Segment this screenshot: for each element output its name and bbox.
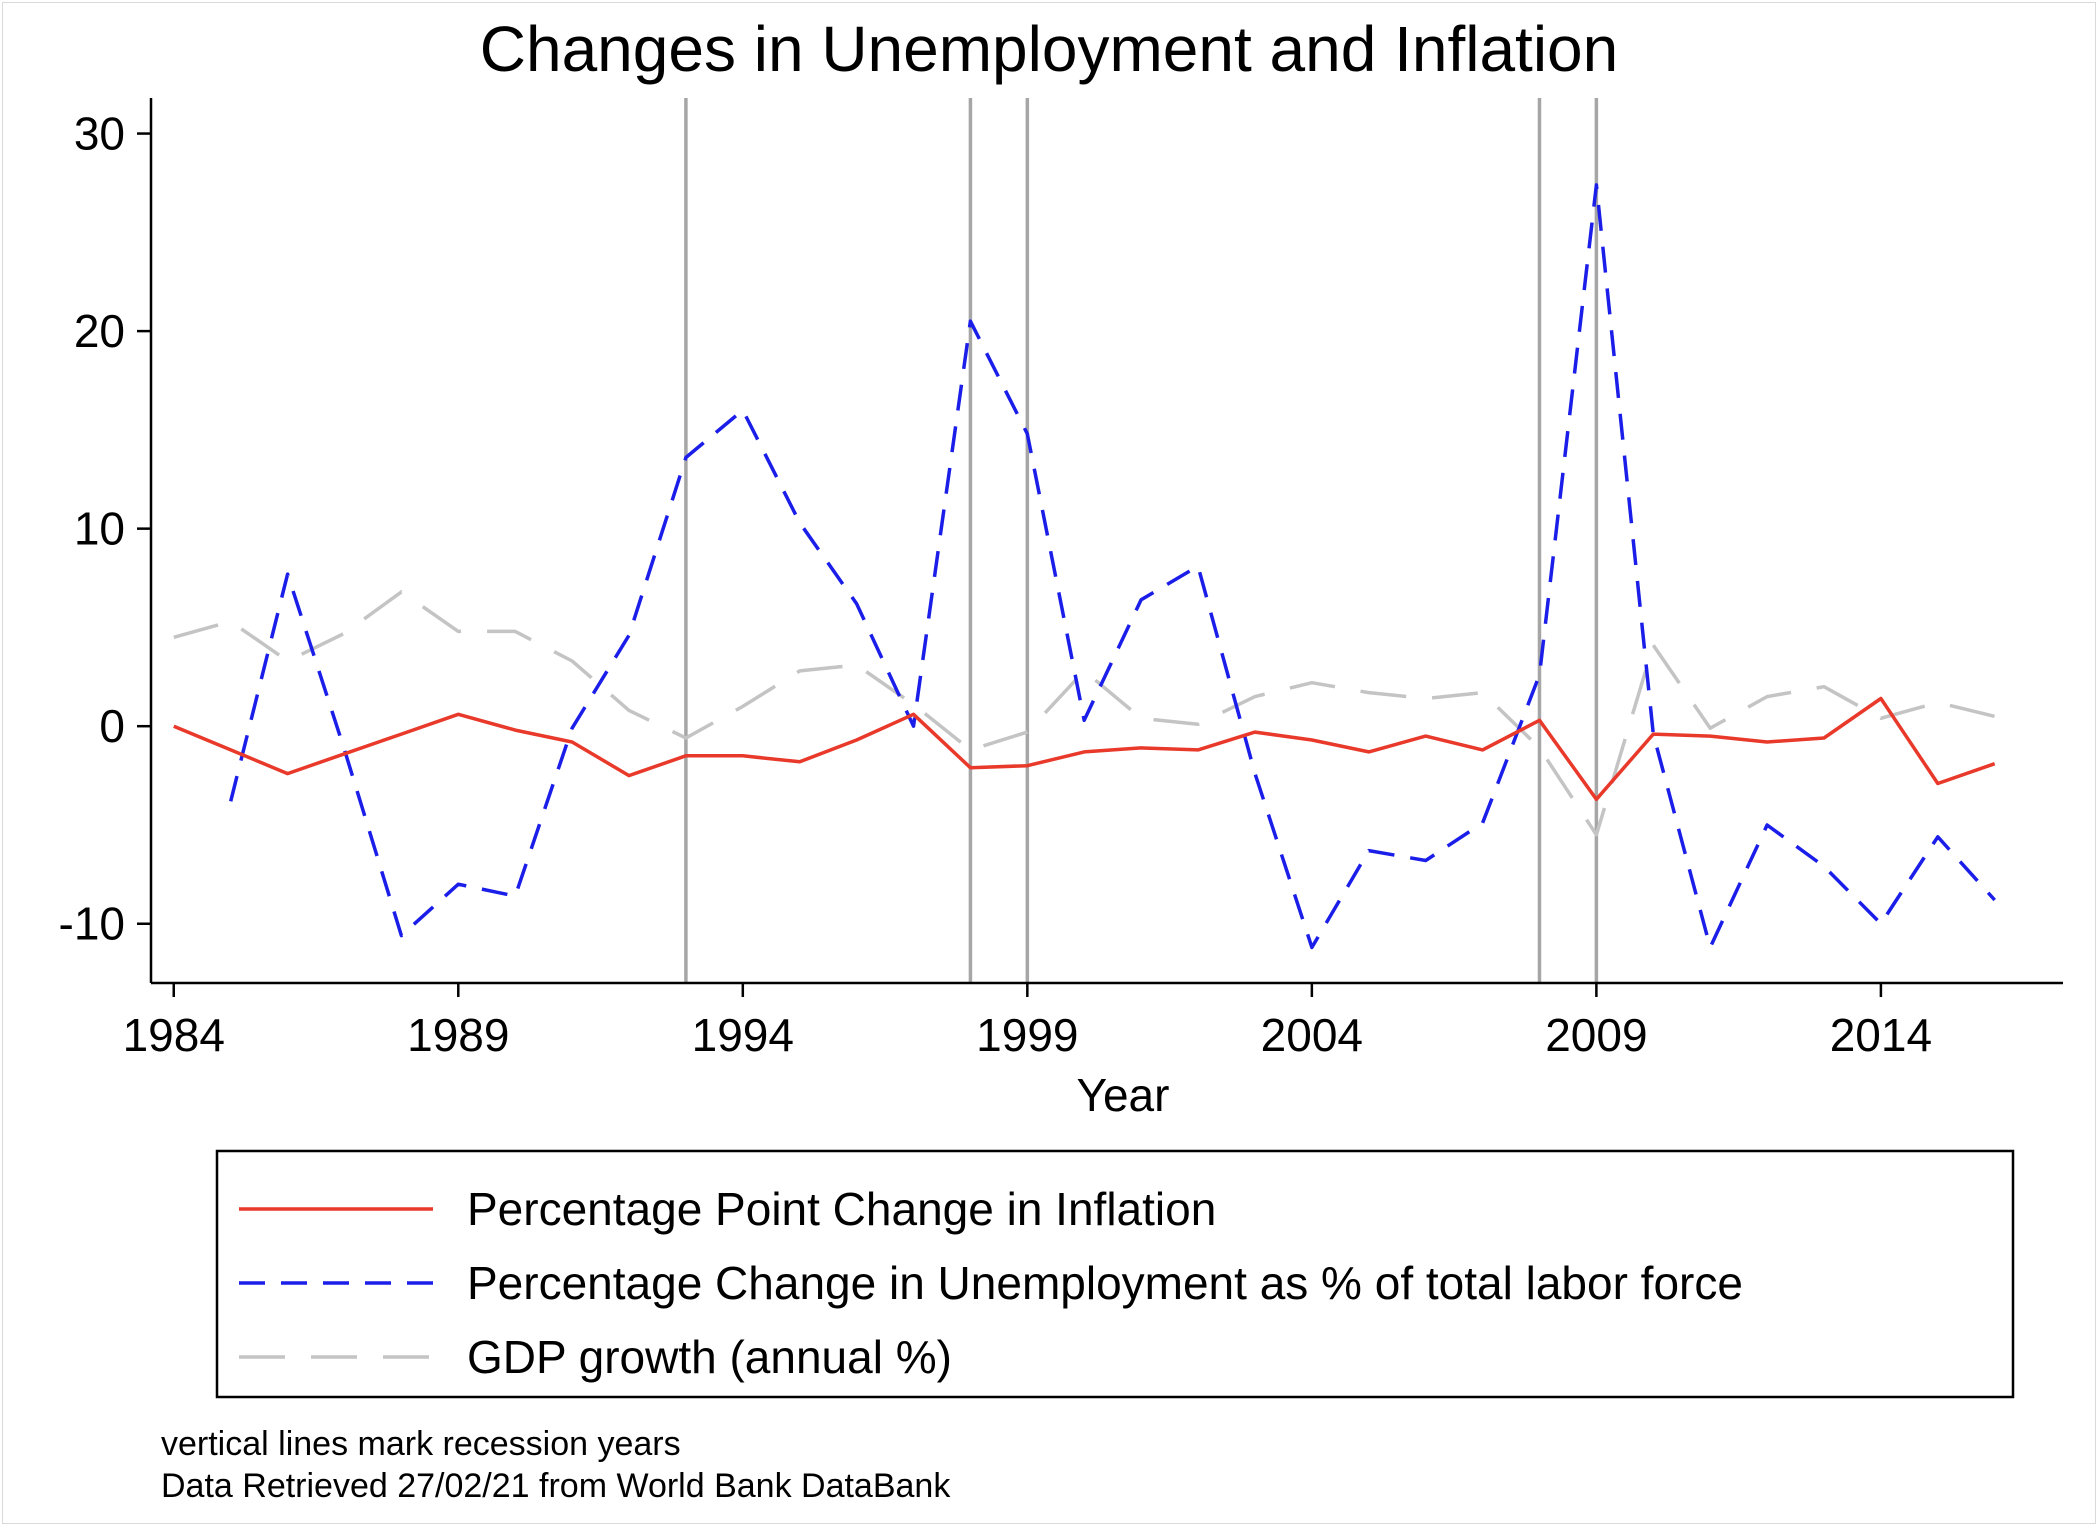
series-line-1 bbox=[173, 696, 1996, 802]
legend-box bbox=[215, 1149, 2015, 1399]
x-axis-label: Year bbox=[1077, 1069, 1170, 1121]
x-tick-label: 2004 bbox=[1261, 1009, 1363, 1061]
x-tick-label: 2014 bbox=[1830, 1009, 1932, 1061]
chart-svg: Changes in Unemployment and Inflation -1… bbox=[59, 13, 2063, 1505]
x-tick-label: 1994 bbox=[692, 1009, 794, 1061]
chart-title: Changes in Unemployment and Inflation bbox=[480, 13, 1618, 85]
y-tick-label: 10 bbox=[74, 503, 125, 555]
footnote-recession: vertical lines mark recession years bbox=[161, 1425, 681, 1463]
x-tick-label: 1989 bbox=[407, 1009, 509, 1061]
recession-lines bbox=[684, 98, 1599, 983]
legend-label-3: GDP growth (annual %) bbox=[467, 1331, 952, 1383]
footnote-source: Data Retrieved 27/02/21 from World Bank … bbox=[161, 1467, 951, 1505]
series-layer bbox=[173, 183, 1997, 950]
legend-label-2: Percentage Change in Unemployment as % o… bbox=[467, 1257, 1743, 1309]
x-tick-label: 2009 bbox=[1545, 1009, 1647, 1061]
axes: -10 0 10 20 30 1984 1989 1994 1999 2004 2009 2014 bbox=[59, 98, 2063, 1061]
x-tick-label: 1984 bbox=[123, 1009, 225, 1061]
y-tick-label: 0 bbox=[99, 700, 125, 752]
y-tick-label: 30 bbox=[74, 108, 125, 160]
y-tick-label: -10 bbox=[59, 898, 125, 950]
legend: Percentage Point Change in Inflation Perc… bbox=[215, 1149, 2015, 1399]
series-line-3 bbox=[173, 590, 1996, 837]
legend-label-1: Percentage Point Change in Inflation bbox=[467, 1183, 1216, 1235]
x-tick-label: 1999 bbox=[976, 1009, 1078, 1061]
series-line-2 bbox=[229, 183, 1997, 950]
y-tick-label: 20 bbox=[74, 305, 125, 357]
legend-items: Percentage Point Change in Inflation Perc… bbox=[239, 1183, 1743, 1383]
